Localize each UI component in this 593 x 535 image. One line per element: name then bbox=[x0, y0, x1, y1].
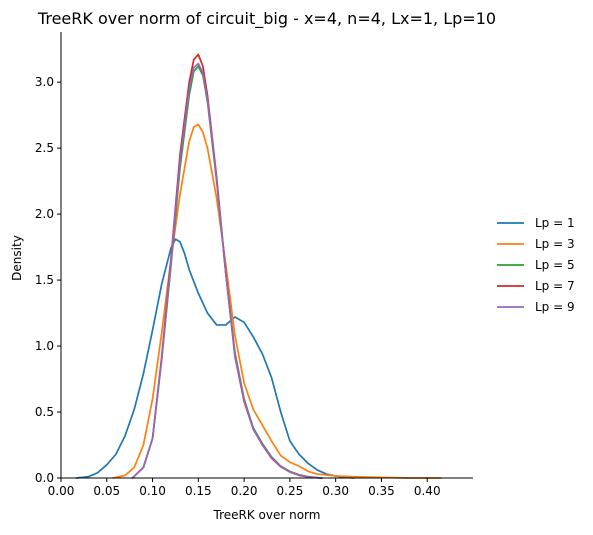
legend-label: Lp = 1 bbox=[535, 216, 575, 230]
legend-entry: Lp = 9 bbox=[497, 300, 575, 314]
x-tick-label: 0.30 bbox=[322, 484, 349, 498]
legend-label: Lp = 5 bbox=[535, 258, 575, 272]
y-tick-label: 1.5 bbox=[35, 273, 54, 287]
y-tick-label: 1.0 bbox=[35, 339, 54, 353]
legend: Lp = 1 Lp = 3 Lp = 5 Lp = 7 Lp = 9 bbox=[497, 216, 575, 314]
legend-label: Lp = 7 bbox=[535, 279, 575, 293]
legend-label: Lp = 3 bbox=[535, 237, 575, 251]
x-tick-label: 0.20 bbox=[231, 484, 258, 498]
x-axis-label: TreeRK over norm bbox=[213, 508, 321, 522]
y-tick-label: 3.0 bbox=[35, 75, 54, 89]
plot-area bbox=[75, 53, 442, 479]
series-line-lp-1 bbox=[75, 238, 355, 479]
legend-label: Lp = 9 bbox=[535, 300, 575, 314]
x-tick-label: 0.35 bbox=[368, 484, 395, 498]
legend-entry: Lp = 7 bbox=[497, 279, 575, 293]
y-tick-label: 2.5 bbox=[35, 141, 54, 155]
x-tick-label: 0.00 bbox=[48, 484, 75, 498]
x-tick-label: 0.40 bbox=[414, 484, 441, 498]
legend-entry: Lp = 1 bbox=[497, 216, 575, 230]
series-line-lp-3 bbox=[112, 123, 442, 479]
y-tick-label: 0.0 bbox=[35, 471, 54, 485]
y-axis-label: Density bbox=[10, 235, 24, 281]
y-axis: 0.0 0.5 1.0 1.5 2.0 2.5 3.0 bbox=[35, 32, 62, 485]
legend-entry: Lp = 5 bbox=[497, 258, 575, 272]
x-tick-label: 0.15 bbox=[185, 484, 212, 498]
series-line-lp-9 bbox=[131, 62, 323, 479]
x-tick-label: 0.10 bbox=[139, 484, 166, 498]
y-tick-label: 2.0 bbox=[35, 207, 54, 221]
legend-entry: Lp = 3 bbox=[497, 237, 575, 251]
y-tick-label: 0.5 bbox=[35, 405, 54, 419]
x-tick-label: 0.25 bbox=[277, 484, 304, 498]
x-tick-label: 0.05 bbox=[93, 484, 120, 498]
x-axis: 0.00 0.05 0.10 0.15 0.20 0.25 0.30 0.35 0.40 bbox=[48, 477, 473, 498]
chart-title: TreeRK over norm of circuit_big - x=4, n… bbox=[37, 9, 496, 29]
